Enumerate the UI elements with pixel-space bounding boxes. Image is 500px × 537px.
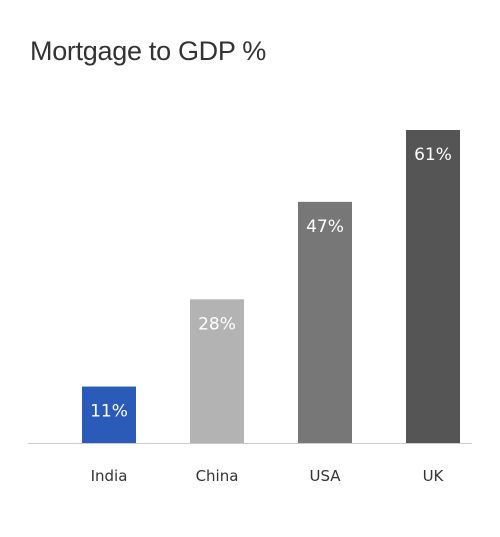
- data-label-uk: 61%: [414, 145, 452, 165]
- x-tick-label-usa: USA: [309, 467, 341, 485]
- x-tick-label-uk: UK: [423, 467, 445, 485]
- bar-india: [82, 386, 136, 443]
- data-label-india: 11%: [90, 402, 128, 422]
- bar-usa: [298, 201, 352, 443]
- x-tick-label-china: China: [196, 467, 239, 485]
- bar-uk: [406, 130, 460, 443]
- data-label-china: 28%: [198, 314, 236, 334]
- data-label-usa: 47%: [306, 217, 344, 237]
- x-tick-label-india: India: [91, 467, 128, 485]
- bar-china: [190, 299, 244, 443]
- chart-title: Mortgage to GDP %: [30, 36, 267, 66]
